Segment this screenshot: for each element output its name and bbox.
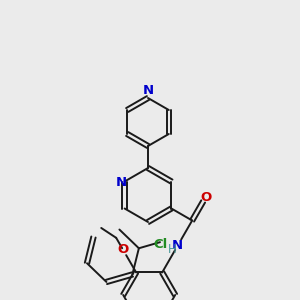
Text: N: N	[142, 85, 154, 98]
Text: O: O	[200, 190, 211, 204]
Text: Cl: Cl	[153, 238, 167, 251]
Text: N: N	[116, 176, 127, 189]
Text: O: O	[118, 243, 129, 256]
Text: H: H	[168, 243, 177, 256]
Text: N: N	[172, 239, 183, 252]
